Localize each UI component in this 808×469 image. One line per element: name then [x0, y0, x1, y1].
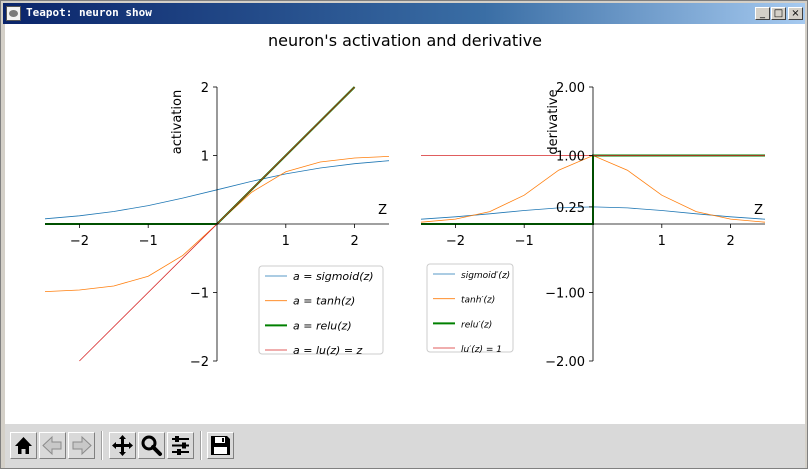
- maximize-button[interactable]: □: [771, 7, 786, 20]
- x-tick-label: −2: [446, 234, 465, 249]
- zoom-button[interactable]: [138, 432, 165, 459]
- x-tick-label: −2: [70, 234, 89, 249]
- figure-title: neuron's activation and derivative: [268, 31, 542, 50]
- legend-label: a = lu(z) = z: [293, 344, 363, 357]
- derivative-legend: sigmoid′(z) tanh′(z) relu′(z) lu′(z) = 1: [426, 263, 514, 355]
- window-title: Teapot: neuron show: [26, 6, 152, 19]
- y-tick-label: −2.00: [545, 355, 585, 370]
- floppy-icon: [211, 436, 230, 455]
- activation-axes[interactable]: −2 −1 1 2 −2 −1 1 2 activation Z a = sigmoid(z)…: [44, 81, 390, 370]
- legend-label: relu′(z): [461, 320, 492, 330]
- home-button[interactable]: [10, 432, 37, 459]
- close-button[interactable]: ×: [788, 7, 803, 20]
- y-tick-label: 1: [201, 150, 209, 165]
- legend-label: tanh′(z): [461, 296, 495, 306]
- x-tick-label: 2: [350, 234, 358, 249]
- teapot-app-icon: [6, 6, 21, 21]
- arrow-right-icon: [72, 435, 92, 456]
- forward-button[interactable]: [68, 432, 95, 459]
- home-icon: [15, 437, 32, 454]
- derivative-ylabel: derivative: [546, 89, 561, 154]
- y-tick-label: 2: [201, 81, 209, 96]
- legend-label: a = relu(z): [293, 319, 352, 332]
- sliders-icon: [172, 436, 189, 455]
- x-tick-label: 1: [282, 234, 290, 249]
- toolbar-separator: [101, 431, 103, 460]
- move-icon: [112, 435, 133, 456]
- x-tick-label: 1: [658, 234, 666, 249]
- legend-box: [258, 265, 384, 355]
- title-bar[interactable]: Teapot: neuron show _ □ ×: [3, 3, 805, 24]
- configure-subplots-button[interactable]: [167, 432, 194, 459]
- y-tick-label: 0.25: [556, 201, 585, 216]
- legend-label: sigmoid′(z): [461, 271, 510, 281]
- y-tick-label: −1.00: [545, 287, 585, 302]
- navigation-toolbar: [5, 424, 805, 468]
- legend-label: lu′(z) = 1: [461, 345, 502, 355]
- x-tick-label: −1: [139, 234, 158, 249]
- toolbar-separator: [200, 431, 202, 460]
- derivative-axes[interactable]: −2 −1 1 2−2.00−1.000.251.002.00 derivative …: [420, 81, 766, 370]
- legend-label: a = sigmoid(z): [293, 270, 374, 283]
- magnifier-icon: [141, 435, 162, 456]
- y-tick-label: 2.00: [556, 81, 585, 96]
- save-button[interactable]: [207, 432, 234, 459]
- x-tick-label: −1: [515, 234, 534, 249]
- back-button[interactable]: [39, 432, 66, 459]
- y-tick-label: −2: [190, 355, 209, 370]
- pan-button[interactable]: [109, 432, 136, 459]
- derivative-xlabel: Z: [754, 203, 763, 218]
- minimize-button[interactable]: _: [755, 7, 770, 20]
- activation-ylabel: activation: [170, 90, 185, 154]
- activation-legend: a = sigmoid(z) a = tanh(z) a = relu(z) a = …: [258, 265, 384, 357]
- y-tick-label: 1.00: [556, 150, 585, 165]
- figure-svg: neuron's activation and derivative −2 −1 1…: [44, 31, 766, 370]
- x-tick-label: 2: [726, 234, 734, 249]
- arrow-left-icon: [42, 435, 62, 456]
- activation-xlabel: Z: [378, 203, 387, 218]
- legend-box: [426, 263, 514, 353]
- y-tick-label: −1: [190, 287, 209, 302]
- figure-canvas[interactable]: neuron's activation and derivative −2 −1 1…: [5, 24, 805, 424]
- legend-label: a = tanh(z): [293, 295, 355, 308]
